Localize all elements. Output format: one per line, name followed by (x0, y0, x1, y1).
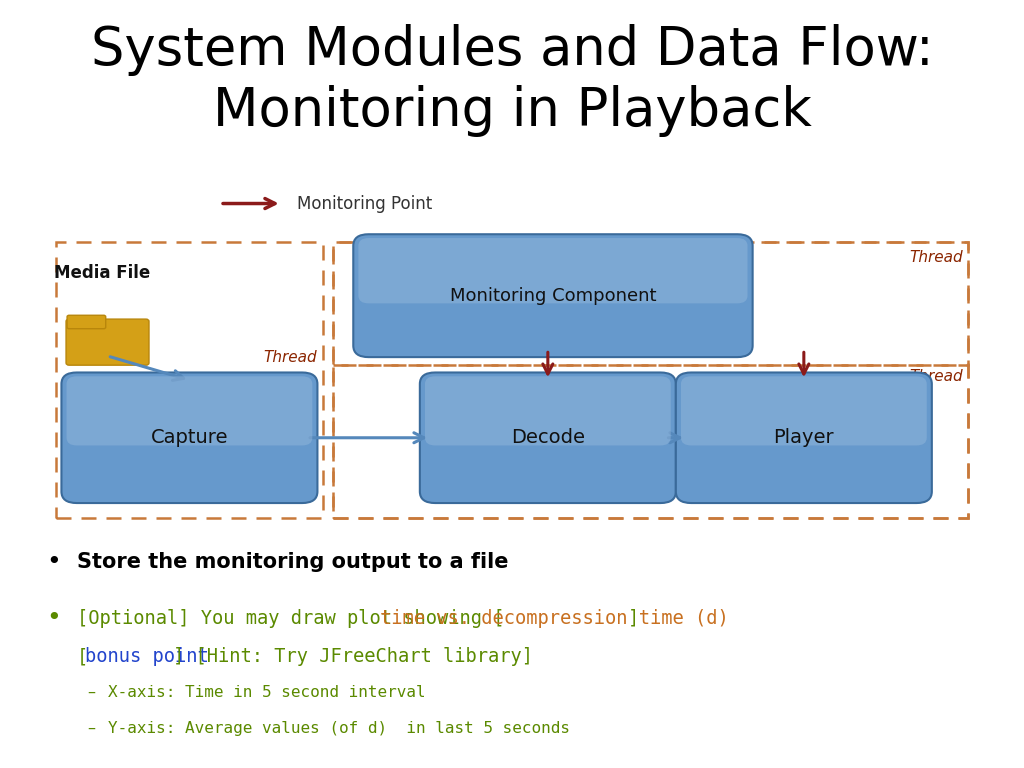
Text: –: – (87, 685, 95, 700)
Text: X-axis: Time in 5 second interval: X-axis: Time in 5 second interval (108, 685, 425, 700)
Bar (333, 365, 968, 518)
Text: •: • (46, 606, 60, 631)
Text: Y-axis: Average values (of d)  in last 5 seconds: Y-axis: Average values (of d) in last 5 … (108, 720, 569, 736)
Bar (56, 242, 323, 518)
FancyBboxPatch shape (353, 234, 753, 357)
Text: •: • (46, 550, 60, 574)
Text: –: – (87, 720, 95, 736)
FancyBboxPatch shape (358, 238, 748, 303)
Bar (333, 242, 968, 518)
Text: bonus point: bonus point (85, 647, 209, 666)
Text: Thread: Thread (909, 250, 963, 265)
Text: Media File: Media File (54, 263, 151, 282)
Text: [Optional] You may draw plot showing [: [Optional] You may draw plot showing [ (77, 609, 504, 627)
Text: Monitoring Point: Monitoring Point (297, 194, 432, 213)
Text: Monitoring in Playback: Monitoring in Playback (213, 85, 811, 137)
Text: Capture: Capture (151, 429, 228, 447)
Text: Thread: Thread (909, 369, 963, 384)
FancyBboxPatch shape (681, 376, 927, 445)
FancyBboxPatch shape (68, 316, 105, 329)
Text: Decode: Decode (511, 429, 585, 447)
Text: [: [ (77, 647, 88, 666)
Text: ]: ] (628, 609, 639, 627)
FancyBboxPatch shape (425, 376, 671, 445)
FancyBboxPatch shape (676, 372, 932, 503)
Text: Store the monitoring output to a file: Store the monitoring output to a file (77, 552, 508, 572)
Text: System Modules and Data Flow:: System Modules and Data Flow: (91, 24, 933, 76)
Text: time vs. decompression time (d): time vs. decompression time (d) (380, 609, 729, 627)
Bar (333, 242, 968, 365)
Text: Player: Player (773, 429, 835, 447)
FancyBboxPatch shape (420, 372, 676, 503)
Text: Monitoring Component: Monitoring Component (450, 286, 656, 305)
FancyBboxPatch shape (67, 376, 312, 445)
Text: Thread: Thread (264, 349, 317, 365)
Text: ] [Hint: Try JFreeChart library]: ] [Hint: Try JFreeChart library] (173, 647, 532, 666)
FancyBboxPatch shape (66, 319, 150, 366)
FancyBboxPatch shape (61, 372, 317, 503)
